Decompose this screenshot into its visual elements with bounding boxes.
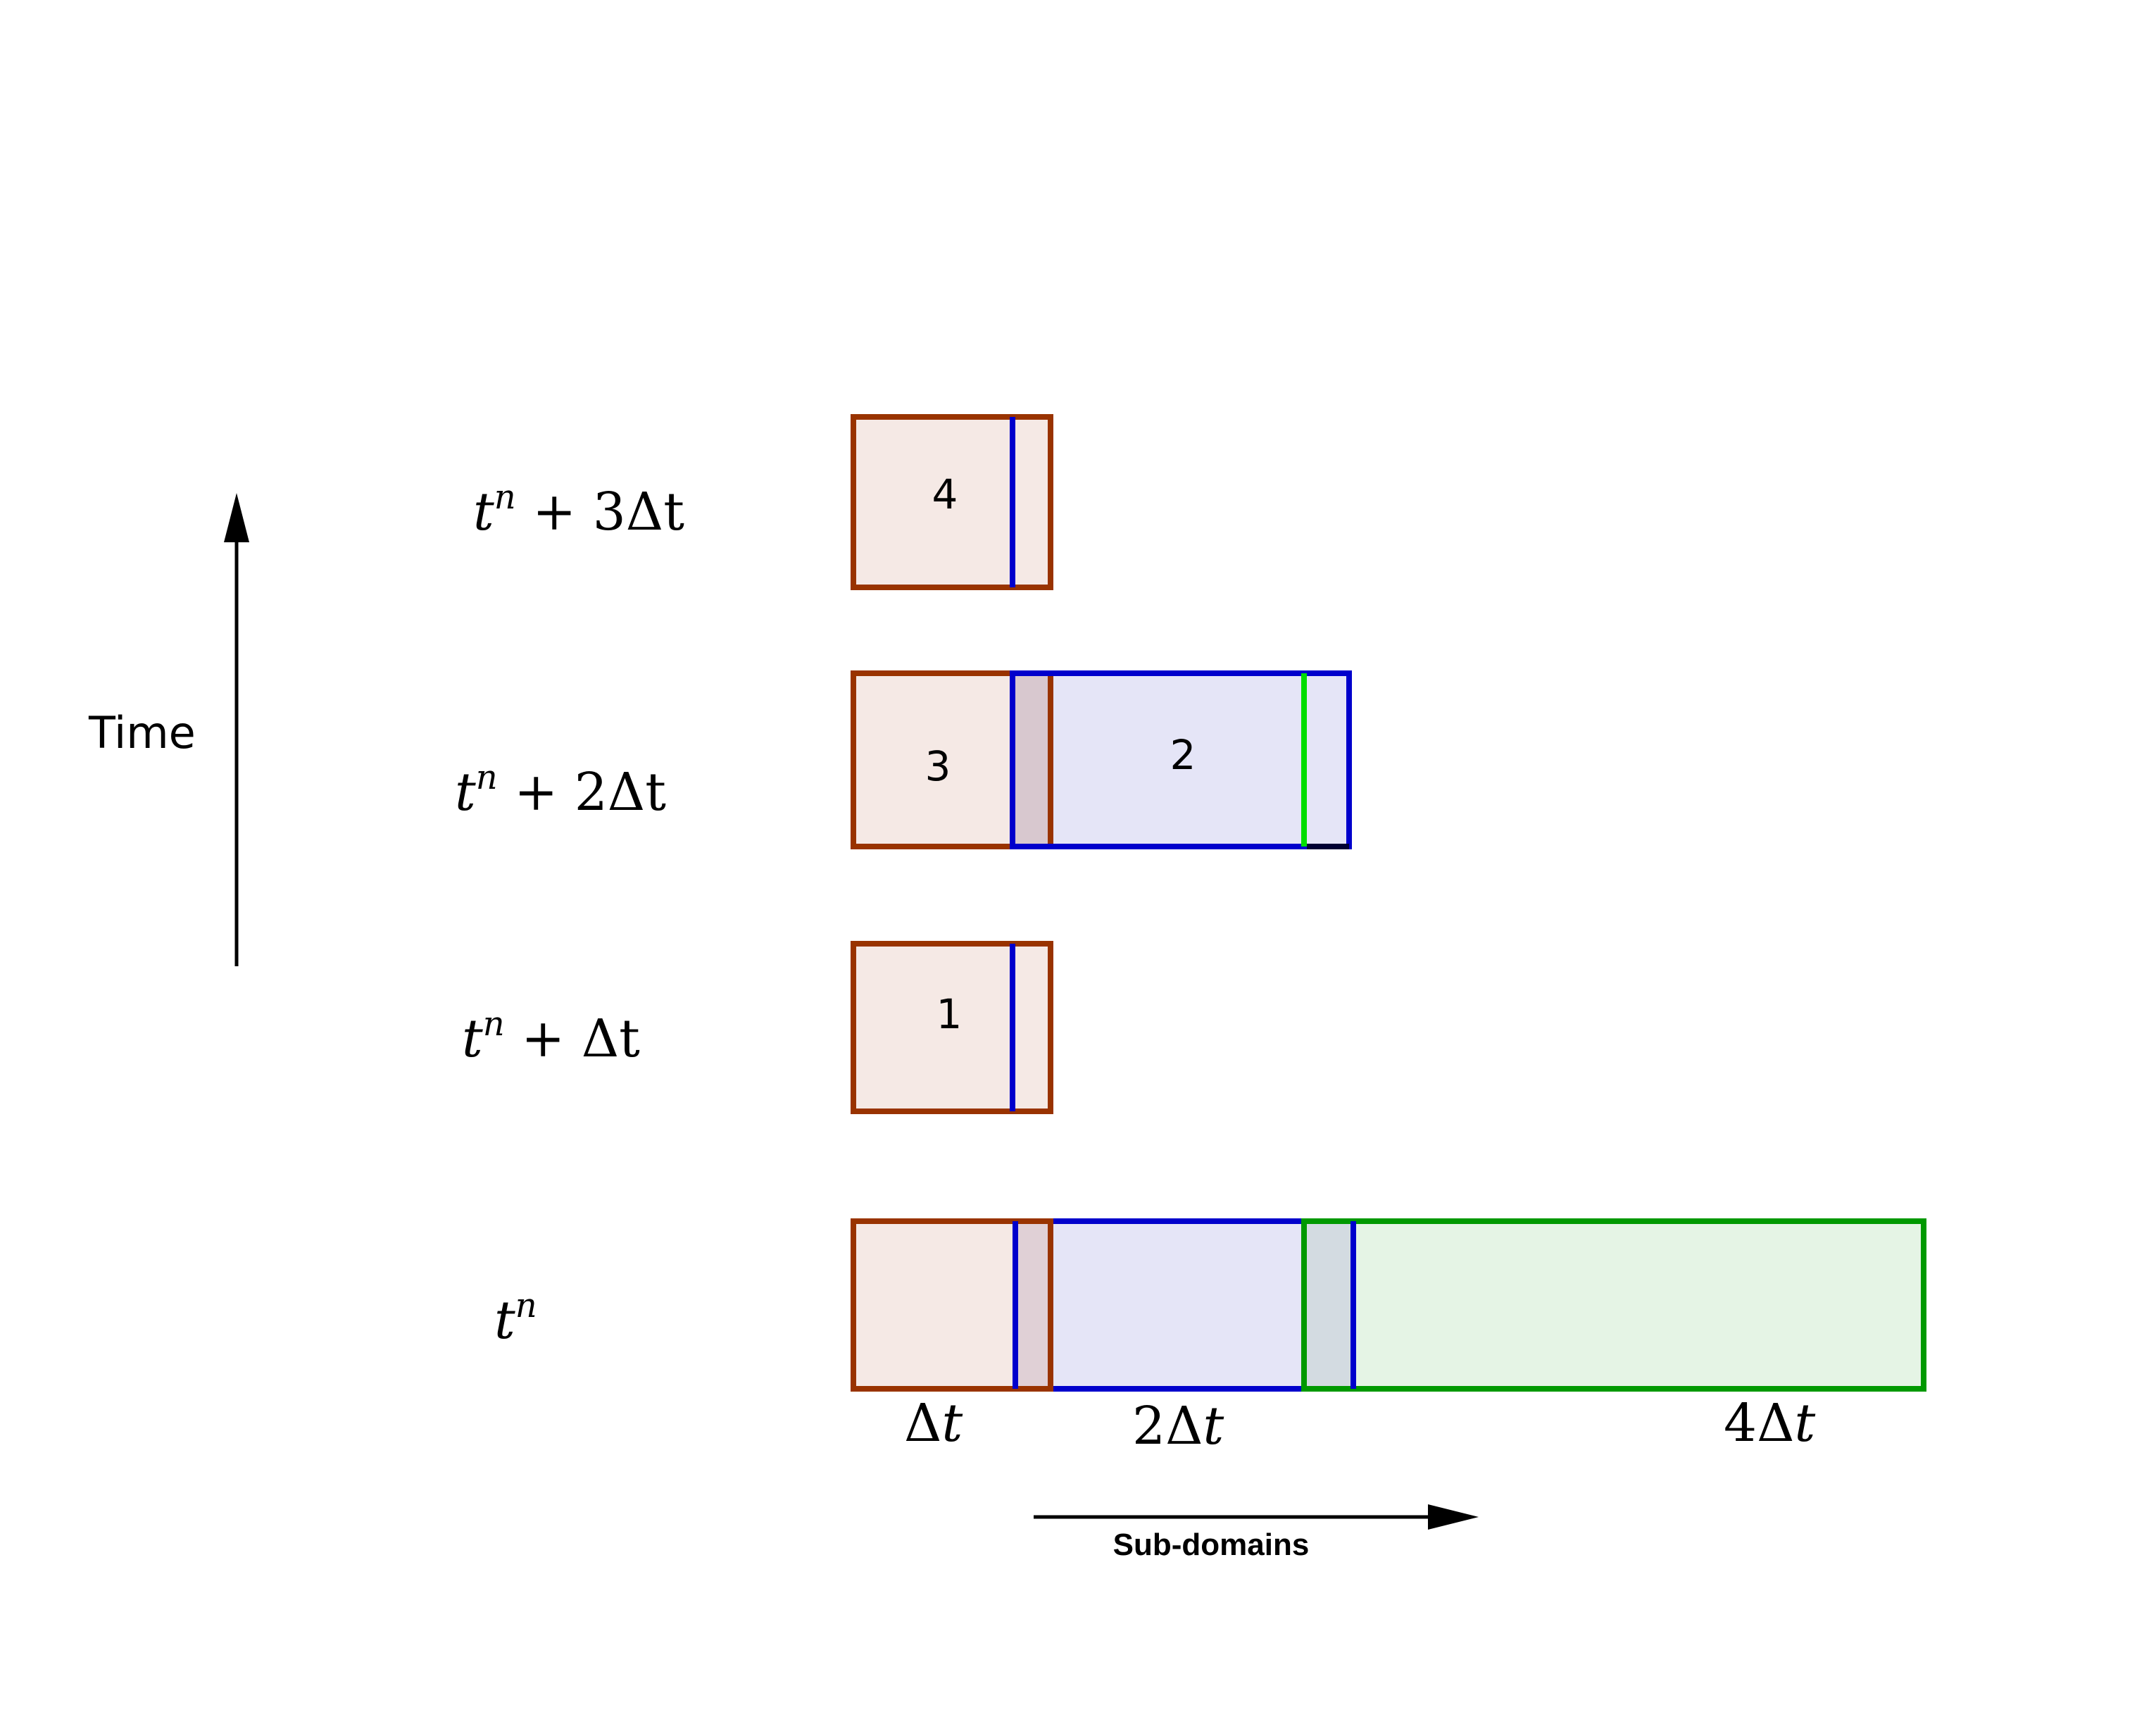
subdomain-3-outline (1301, 1218, 1926, 1392)
subdomain-1-block-step-1 (851, 941, 1053, 1114)
subdomain-3-fill (1304, 1221, 1924, 1389)
subdomain-2-block-step-2 (1013, 673, 1349, 847)
overlap-region (1013, 673, 1051, 847)
step-number-1: 1 (936, 990, 963, 1038)
step-number-3: 3 (925, 742, 951, 790)
subdomain-2-outline-step-2 (1010, 670, 1352, 849)
time-axis: Time (88, 493, 249, 966)
subdomain-2-fill (1015, 1221, 1353, 1389)
row-step-3-2: 3 2 (851, 670, 1352, 849)
time-level-labels: tn + 3Δt tn + 2Δt tn + Δt tn (455, 477, 684, 1351)
subdomain-step-label-dt: Δt (904, 1393, 963, 1454)
overlap-2-3 (1304, 1221, 1353, 1389)
overlap-1-2 (1015, 1221, 1051, 1389)
subdomain-step-label-4dt: 4Δt (1724, 1393, 1816, 1454)
subdomain-1-block-step-4 (851, 414, 1053, 590)
subdomain-1-outline-step-3 (851, 670, 1053, 849)
subdomains-axis-label: Sub-domains (1113, 1528, 1310, 1562)
time-axis-arrowhead (224, 493, 249, 542)
subdomains-axis-arrowhead (1428, 1504, 1479, 1530)
row-step-1: 1 (851, 941, 1053, 1114)
time-level-label-0: tn (494, 1286, 537, 1351)
time-level-label-1: tn + Δt (462, 1004, 640, 1069)
row-step-4: 4 (851, 414, 1053, 590)
subdomain-step-labels: Δt 2Δt 4Δt (904, 1393, 1816, 1456)
step-number-4: 4 (932, 470, 958, 518)
subdomains-axis: Sub-domains (1034, 1504, 1479, 1562)
row-initial (851, 1218, 1926, 1392)
time-level-label-2: tn + 2Δt (455, 758, 666, 823)
subdomain-step-label-2dt: 2Δt (1132, 1396, 1224, 1456)
step-number-2: 2 (1170, 731, 1196, 779)
time-axis-label: Time (88, 707, 196, 758)
time-level-label-3: tn + 3Δt (473, 477, 684, 542)
subdomain-1-outline (851, 1218, 1053, 1392)
